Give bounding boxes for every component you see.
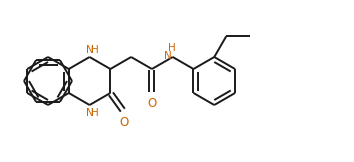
Text: H: H	[91, 108, 98, 118]
Text: N: N	[86, 108, 93, 118]
Text: H: H	[91, 45, 98, 55]
Text: H: H	[168, 43, 176, 53]
Text: N: N	[86, 45, 93, 55]
Text: O: O	[120, 116, 129, 129]
Text: O: O	[147, 97, 156, 110]
Text: N: N	[164, 51, 172, 61]
